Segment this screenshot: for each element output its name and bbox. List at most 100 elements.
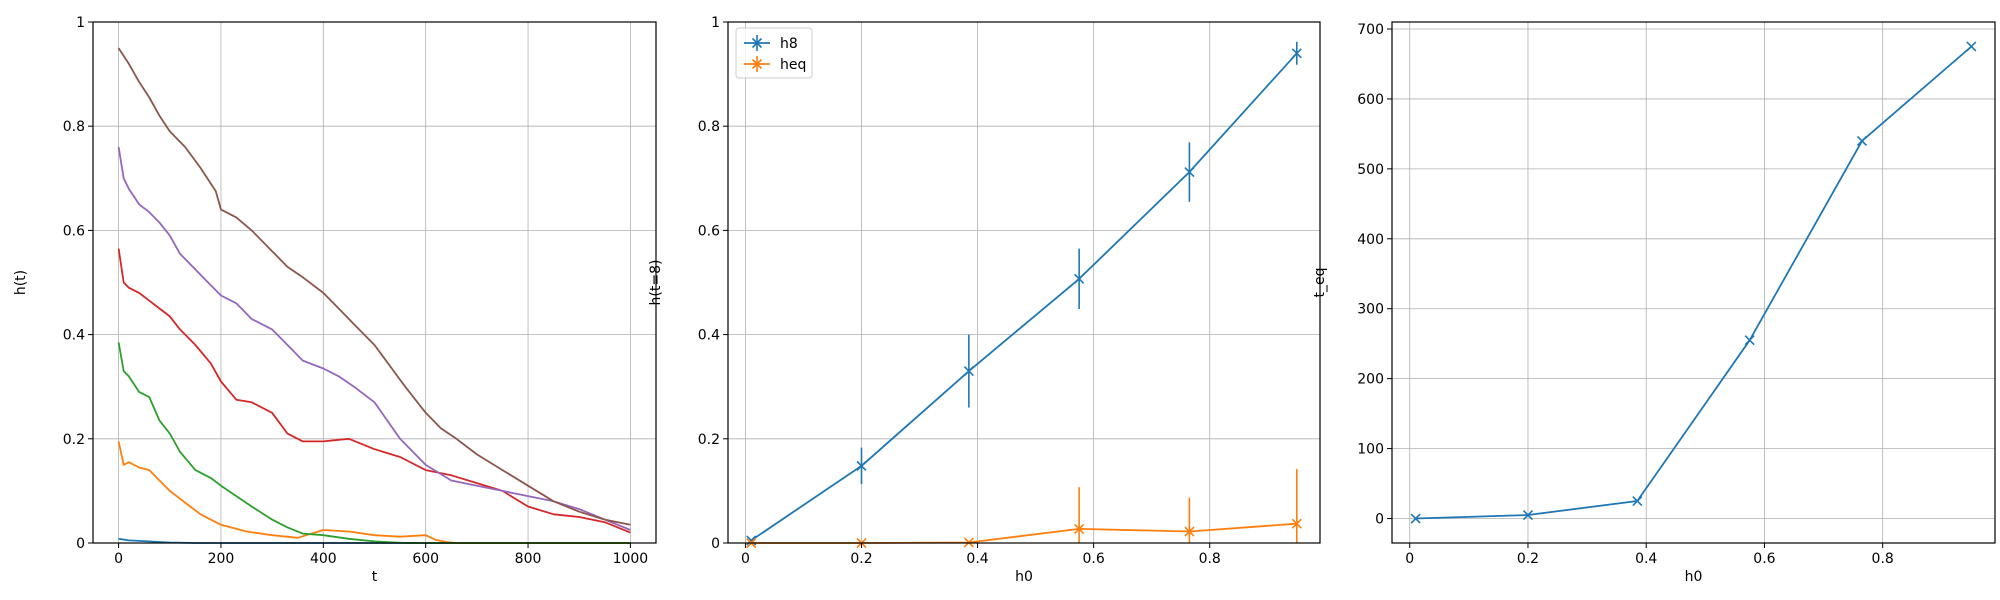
x-tick-label: 0.4 bbox=[1635, 551, 1657, 567]
series-line bbox=[117, 342, 631, 544]
marker-stroke bbox=[1966, 41, 1977, 52]
marker-stroke bbox=[1522, 509, 1534, 521]
panel-h-vs-t: 0 200 400 600 800 1000 0 0.2 0.4 0.6 0.8 1 t h(t) bbox=[13, 15, 657, 585]
series-group bbox=[1410, 41, 1977, 524]
legend-marker bbox=[751, 37, 763, 49]
legend-label: h8 bbox=[780, 36, 798, 52]
axes-frame bbox=[92, 21, 657, 544]
x-tick-label: 600 bbox=[412, 551, 439, 567]
series-line-5 bbox=[117, 146, 631, 531]
marker-stroke bbox=[1184, 526, 1195, 537]
x-axis-label: h0 bbox=[1015, 569, 1033, 585]
series-line bbox=[117, 47, 631, 526]
marker-stroke bbox=[1184, 166, 1195, 178]
series-line-1 bbox=[1410, 41, 1977, 524]
series-line-3 bbox=[117, 342, 631, 544]
data-point bbox=[1184, 526, 1195, 537]
marker-stroke bbox=[963, 366, 974, 377]
y-tick-label: 500 bbox=[1357, 162, 1384, 178]
legend-label: heq bbox=[780, 57, 806, 73]
x-axis-label: h0 bbox=[1685, 569, 1703, 585]
series-line bbox=[117, 441, 631, 544]
series-line bbox=[750, 52, 1298, 542]
marker-stroke bbox=[1410, 513, 1421, 524]
marker-stroke bbox=[1074, 523, 1085, 534]
data-point bbox=[1856, 135, 1868, 146]
data-point bbox=[1074, 523, 1085, 534]
x-tick-label: 0 bbox=[114, 551, 123, 567]
x-tick-label: 1000 bbox=[613, 551, 649, 567]
data-point bbox=[1184, 166, 1195, 178]
x-tick-label: 800 bbox=[515, 551, 542, 567]
series-line bbox=[117, 248, 631, 534]
series-line-2 bbox=[117, 441, 631, 544]
y-tick-label: 0 bbox=[1375, 512, 1384, 528]
data-point bbox=[1966, 41, 1977, 52]
x-tick-label: 0.6 bbox=[1753, 551, 1775, 567]
y-tick-label: 0.2 bbox=[698, 432, 720, 448]
series-line bbox=[117, 146, 631, 531]
marker-stroke bbox=[1074, 273, 1085, 284]
y-axis-label: t_eq bbox=[1312, 268, 1328, 298]
series-line-4 bbox=[117, 248, 631, 534]
y-tick-label: 1 bbox=[76, 15, 85, 31]
data-point bbox=[1291, 48, 1302, 59]
axes-frame bbox=[727, 21, 1321, 544]
x-tick-label: 0 bbox=[741, 551, 750, 567]
y-axis-label: h(t=8) bbox=[648, 260, 664, 306]
y-tick-label: 0.6 bbox=[698, 223, 720, 239]
y-tick-label: 700 bbox=[1357, 22, 1384, 38]
data-point bbox=[1744, 335, 1755, 346]
x-tick-label: 0.2 bbox=[850, 551, 872, 567]
y-tick-label: 100 bbox=[1357, 442, 1384, 458]
series-line-6 bbox=[117, 47, 631, 526]
axes-frame bbox=[1391, 21, 1996, 544]
y-tick-label: 0.8 bbox=[698, 119, 720, 135]
x-tick-label: 0.8 bbox=[1199, 551, 1221, 567]
panel-teq-vs-h0: 0 0.2 0.4 0.6 0.8 0 100 200 300 400 500 600 700 h0 t… bbox=[1312, 21, 1996, 585]
y-tick-label: 0.2 bbox=[63, 432, 85, 448]
legend-marker bbox=[751, 58, 763, 70]
data-point bbox=[963, 366, 974, 377]
ticks: 0 0.2 0.4 0.6 0.8 0 100 200 300 400 500 600 700 bbox=[1357, 22, 1894, 567]
series-h8 bbox=[746, 41, 1302, 546]
x-tick-label: 0 bbox=[1405, 551, 1414, 567]
x-axis-label: t bbox=[372, 569, 378, 585]
y-tick-label: 600 bbox=[1357, 92, 1384, 108]
y-tick-label: 400 bbox=[1357, 232, 1384, 248]
panel-h8-vs-h0: 0 0.2 0.4 0.6 0.8 0 0.2 0.4 0.6 0.8 1 h0 h(t=8) h8… bbox=[648, 15, 1321, 585]
x-tick-label: 0.4 bbox=[966, 551, 988, 567]
y-tick-label: 0.8 bbox=[63, 119, 85, 135]
data-point bbox=[1291, 518, 1302, 529]
data-point bbox=[1522, 509, 1534, 521]
data-point bbox=[856, 460, 867, 471]
data-point bbox=[1632, 495, 1643, 507]
x-tick-label: 200 bbox=[208, 551, 235, 567]
y-tick-label: 0.4 bbox=[698, 328, 720, 344]
y-tick-label: 200 bbox=[1357, 372, 1384, 388]
y-tick-label: 0.6 bbox=[63, 223, 85, 239]
series-line bbox=[1415, 45, 1972, 520]
ticks: 0 0.2 0.4 0.6 0.8 0 0.2 0.4 0.6 0.8 1 bbox=[698, 15, 1221, 567]
y-tick-label: 0 bbox=[711, 536, 720, 552]
marker-stroke bbox=[1856, 135, 1868, 146]
y-tick-label: 0.4 bbox=[63, 328, 85, 344]
x-tick-label: 0.6 bbox=[1083, 551, 1105, 567]
marker-stroke bbox=[856, 460, 867, 471]
data-point bbox=[1074, 273, 1085, 284]
legend-item-heq: heq bbox=[744, 56, 806, 73]
x-tick-label: 0.8 bbox=[1872, 551, 1894, 567]
y-tick-label: 300 bbox=[1357, 302, 1384, 318]
legend-item-h8: h8 bbox=[744, 35, 798, 52]
x-tick-label: 0.2 bbox=[1517, 551, 1539, 567]
grid bbox=[1392, 22, 1995, 543]
marker-stroke bbox=[1291, 48, 1302, 59]
data-point bbox=[1410, 513, 1421, 524]
legend: h8 heq bbox=[735, 27, 813, 79]
marker-stroke bbox=[1744, 335, 1755, 346]
x-tick-label: 400 bbox=[310, 551, 337, 567]
y-axis-label: h(t) bbox=[13, 270, 29, 295]
marker-stroke bbox=[1632, 495, 1643, 507]
